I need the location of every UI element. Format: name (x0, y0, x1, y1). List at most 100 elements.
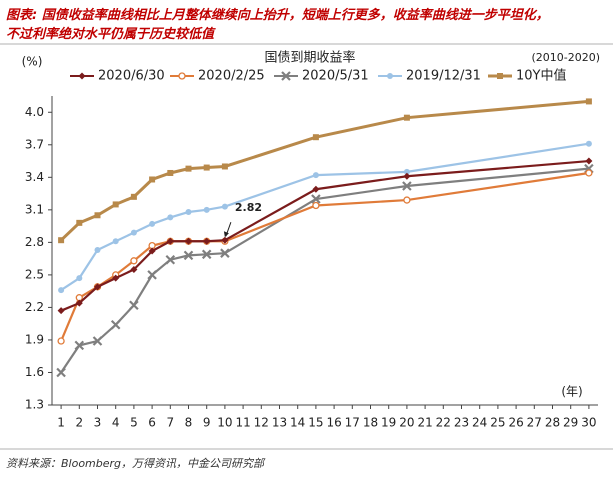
x-tick-label: 29 (563, 416, 578, 430)
marker (112, 201, 119, 208)
y-tick-label: 3.7 (25, 137, 44, 151)
note: (2010-2020) (531, 51, 600, 64)
y-tick-label: 4.0 (25, 105, 44, 119)
marker (185, 165, 192, 172)
marker (130, 229, 137, 236)
marker (203, 237, 211, 245)
marker (497, 73, 503, 79)
x-tick-label: 6 (148, 416, 156, 430)
marker (221, 236, 229, 244)
source: 资料来源：Bloomberg，万得资讯，中金公司研究部 (6, 457, 265, 470)
marker (130, 257, 138, 265)
marker (74, 340, 85, 351)
marker (281, 71, 291, 81)
marker (94, 283, 101, 291)
y-tick-label: 2.8 (25, 235, 44, 249)
x-tick-label: 18 (363, 416, 378, 430)
y-tick-label: 2.2 (25, 300, 44, 314)
x-tick-label: 26 (508, 416, 523, 430)
marker (220, 248, 230, 258)
y-tick-label: 3.4 (25, 170, 44, 184)
x-tick-label: 3 (94, 416, 102, 430)
marker (585, 140, 592, 147)
marker (585, 157, 593, 165)
marker (312, 185, 320, 193)
x-tick-label: 19 (381, 416, 396, 430)
marker (78, 72, 86, 80)
legend-label: 2020/5/31 (302, 69, 369, 84)
x-tick-label: 11 (235, 416, 250, 430)
x-tick-label: 15 (308, 416, 323, 430)
marker (112, 238, 119, 245)
marker (130, 265, 138, 273)
legend-label: 2020/2/25 (198, 69, 265, 84)
y-tick-label: 3.1 (25, 202, 44, 216)
series (58, 98, 592, 244)
marker (403, 196, 411, 204)
annotation-label: 2.82 (235, 201, 262, 214)
marker (92, 336, 103, 346)
marker (147, 270, 157, 280)
x-tick-label: 22 (436, 416, 451, 430)
marker (56, 367, 66, 378)
series-line (60, 159, 589, 312)
marker (178, 72, 186, 80)
marker (312, 172, 319, 179)
x-tick-label: 9 (203, 416, 211, 430)
marker (76, 275, 83, 282)
marker (167, 214, 174, 221)
marker (58, 287, 65, 294)
marker (58, 237, 65, 244)
x-tick-label: 4 (112, 416, 120, 430)
chart-title: 图表: 国债收益率曲线相比上月整体继续向上抬升，短端上行更多，收益率曲线进一步平… (6, 8, 549, 23)
y-tick-label: 1.6 (25, 365, 44, 379)
legend-label: 10Y中值 (516, 68, 566, 84)
x-axis-label: (年) (561, 385, 582, 399)
marker (585, 98, 592, 105)
marker (149, 220, 156, 227)
x-tick-label: 7 (166, 416, 174, 430)
x-tick-label: 5 (130, 416, 138, 430)
marker (403, 172, 411, 180)
y-tick-label: 2.5 (25, 267, 44, 281)
marker (148, 247, 156, 255)
marker (94, 212, 101, 219)
x-tick-label: 23 (454, 416, 469, 430)
marker (167, 169, 174, 176)
x-tick-label: 13 (272, 416, 287, 430)
x-tick-label: 17 (345, 416, 360, 430)
x-tick-label: 24 (472, 416, 487, 430)
x-tick-label: 14 (290, 416, 305, 430)
marker (166, 237, 174, 245)
marker (585, 169, 593, 177)
marker (221, 203, 228, 210)
marker (312, 134, 319, 141)
legend-label: 2019/12/31 (406, 69, 481, 84)
x-tick-label: 28 (545, 416, 560, 430)
marker (402, 181, 412, 191)
marker (57, 307, 65, 315)
series-line (60, 142, 590, 291)
x-tick-label: 8 (185, 416, 193, 430)
x-tick-label: 10 (217, 416, 232, 430)
y-tick-label: 1.3 (25, 398, 44, 412)
marker (129, 300, 139, 311)
marker (110, 319, 121, 330)
series-line (60, 99, 590, 242)
x-tick-label: 27 (527, 416, 542, 430)
marker (183, 250, 194, 261)
marker (403, 168, 410, 175)
marker (75, 299, 83, 307)
subtitle: 国债到期收益率 (264, 50, 355, 66)
x-tick-label: 1 (57, 416, 65, 430)
x-tick-label: 30 (581, 416, 596, 430)
chart-title: 不过利率绝对水平仍属于历史较低值 (6, 27, 215, 42)
series-line (60, 167, 590, 374)
marker (403, 114, 410, 121)
annotation-arrowhead (223, 231, 229, 238)
x-tick-label: 20 (399, 416, 414, 430)
marker (312, 201, 320, 210)
marker (185, 209, 192, 216)
y-tick-label: 1.9 (25, 332, 44, 346)
